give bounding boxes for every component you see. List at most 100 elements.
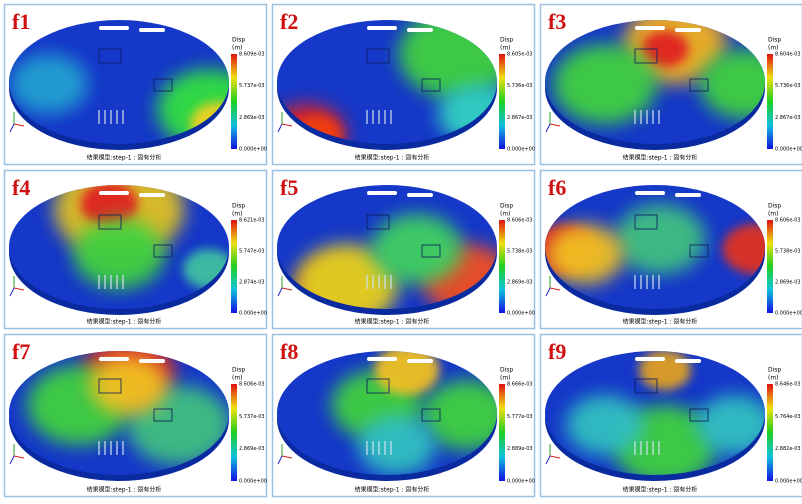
legend-tick-label: 2.874e-03 xyxy=(239,280,265,286)
legend-unit: (m) xyxy=(768,375,779,382)
deformation-zone xyxy=(74,219,165,289)
panel: f3Disp(m)8.604e-035.736e-032.867e-030.00… xyxy=(540,4,802,165)
legend-tick-label: 0.000e+00 xyxy=(507,147,535,153)
legend-tick-label: 0.000e+00 xyxy=(775,311,802,317)
deformation-zone xyxy=(10,54,88,114)
handle-slot xyxy=(675,359,701,363)
legend-unit: (m) xyxy=(768,211,779,218)
handle-slot xyxy=(139,359,165,363)
caption: 结果模型:step-1 : 固有分析 xyxy=(355,486,430,494)
legend-tick-label: 0.000e+00 xyxy=(775,479,802,485)
handle-slot xyxy=(407,193,433,197)
color-bar xyxy=(231,220,237,313)
legend-tick-label: 5.777e-03 xyxy=(507,414,533,420)
handle-slot xyxy=(407,28,433,32)
deformation-zone xyxy=(639,350,691,390)
legend-title: Disp xyxy=(500,367,513,374)
panel-label: f7 xyxy=(12,339,30,364)
legend-tick-label: 2.869e-03 xyxy=(239,115,265,121)
legend-tick-label: 8.604e-03 xyxy=(775,52,801,58)
caption: 结果模型:step-1 : 固有分析 xyxy=(355,318,430,326)
legend-tick-label: 5.747e-03 xyxy=(239,249,265,255)
panel: f2Disp(m)8.605e-035.736e-032.867e-030.00… xyxy=(268,4,535,165)
panel: f1Disp(m)8.609e-035.737e-032.869e-030.00… xyxy=(4,4,267,165)
legend-tick-label: 8.606e-03 xyxy=(507,218,533,224)
legend-title: Disp xyxy=(768,37,781,44)
color-bar xyxy=(499,54,505,149)
deformation-zone xyxy=(615,204,706,274)
legend-tick-label: 8.605e-03 xyxy=(507,52,533,58)
handle-slot xyxy=(635,26,665,30)
legend-unit: (m) xyxy=(500,211,511,218)
panel: f6 Disp(m)8.606e-03 5.738e-03 2.869e-03 0.00… xyxy=(533,170,802,329)
color-bar xyxy=(499,384,505,481)
legend-tick-label: 5.736e-03 xyxy=(775,83,801,89)
legend-unit: (m) xyxy=(232,45,243,52)
panel-label: f8 xyxy=(280,339,298,364)
panel-label: f2 xyxy=(280,9,298,34)
legend-tick-label: 8.646e-03 xyxy=(775,382,801,388)
legend-tick-label: 8.666e-03 xyxy=(507,382,533,388)
deformation-zone xyxy=(358,415,436,475)
handle-slot xyxy=(99,26,129,30)
legend-tick-label: 5.736e-03 xyxy=(507,83,533,89)
handle-slot xyxy=(675,193,701,197)
legend-tick-label: 0.000e+00 xyxy=(507,479,535,485)
panel-label: f1 xyxy=(12,9,30,34)
panel: f9Disp(m)8.646e-035.764e-032.882e-030.00… xyxy=(540,334,802,497)
legend-title: Disp xyxy=(232,37,245,44)
legend-title: Disp xyxy=(768,203,781,210)
panel: f7Disp(m)8.606e-035.737e-032.869e-030.00… xyxy=(4,334,267,497)
legend-unit: (m) xyxy=(500,375,511,382)
color-bar xyxy=(767,220,773,313)
legend-tick-label: 0.000e+00 xyxy=(239,311,267,317)
legend-tick-label: 5.738e-03 xyxy=(775,249,801,255)
legend-tick-label: 2.867e-03 xyxy=(775,115,801,121)
panel: f4Disp(m)8.621e-035.747e-032.874e-030.00… xyxy=(4,159,267,329)
legend-tick-label: 8.609e-03 xyxy=(239,52,265,58)
panel-label: f5 xyxy=(280,175,298,200)
color-bar xyxy=(767,384,773,481)
panel: f8 Disp(m)8.666e-03 5.777e-03 2.889e-03 0.00… xyxy=(272,334,535,497)
legend-tick-label: 2.869e-03 xyxy=(775,280,801,286)
panel-label: f4 xyxy=(12,175,30,200)
panel-label: f3 xyxy=(548,9,566,34)
legend-tick-label: 8.606e-03 xyxy=(775,218,801,224)
legend-tick-label: 5.737e-03 xyxy=(239,83,265,89)
handle-slot xyxy=(635,357,665,361)
deformation-zone xyxy=(566,395,644,455)
caption: 结果模型:step-1 : 固有分析 xyxy=(87,318,162,326)
caption: 结果模型:step-1 : 固有分析 xyxy=(623,486,698,494)
handle-slot xyxy=(139,28,165,32)
legend-title: Disp xyxy=(232,203,245,210)
caption: 结果模型:step-1 : 固有分析 xyxy=(623,318,698,326)
caption: 结果模型:step-1 : 固有分析 xyxy=(87,154,162,162)
handle-slot xyxy=(675,28,701,32)
legend-tick-label: 8.606e-03 xyxy=(239,382,265,388)
handle-slot xyxy=(367,191,397,195)
legend-tick-label: 2.889e-03 xyxy=(507,446,533,452)
handle-slot xyxy=(99,191,129,195)
panel-label: f6 xyxy=(548,175,566,200)
handle-slot xyxy=(635,191,665,195)
legend-tick-label: 5.738e-03 xyxy=(507,249,533,255)
legend-title: Disp xyxy=(768,367,781,374)
legend-title: Disp xyxy=(500,203,513,210)
handle-slot xyxy=(99,357,129,361)
legend-tick-label: 2.882e-03 xyxy=(775,446,801,452)
legend-tick-label: 5.737e-03 xyxy=(239,414,265,420)
legend-tick-label: 0.000e+00 xyxy=(507,311,535,317)
color-bar xyxy=(767,54,773,149)
handle-slot xyxy=(139,193,165,197)
deformation-zone xyxy=(372,214,463,284)
legend-tick-label: 2.869e-03 xyxy=(239,446,265,452)
color-bar xyxy=(499,220,505,313)
handle-slot xyxy=(407,359,433,363)
caption: 结果模型:step-1 : 固有分析 xyxy=(355,154,430,162)
legend-tick-label: 2.869e-03 xyxy=(507,280,533,286)
handle-slot xyxy=(367,26,397,30)
deformation-zone xyxy=(546,224,624,284)
panel: f5 Disp(m)8.606e-03 5.738e-03 2.869e-03 0.00… xyxy=(272,170,535,329)
legend-unit: (m) xyxy=(500,45,511,52)
handle-slot xyxy=(367,357,397,361)
